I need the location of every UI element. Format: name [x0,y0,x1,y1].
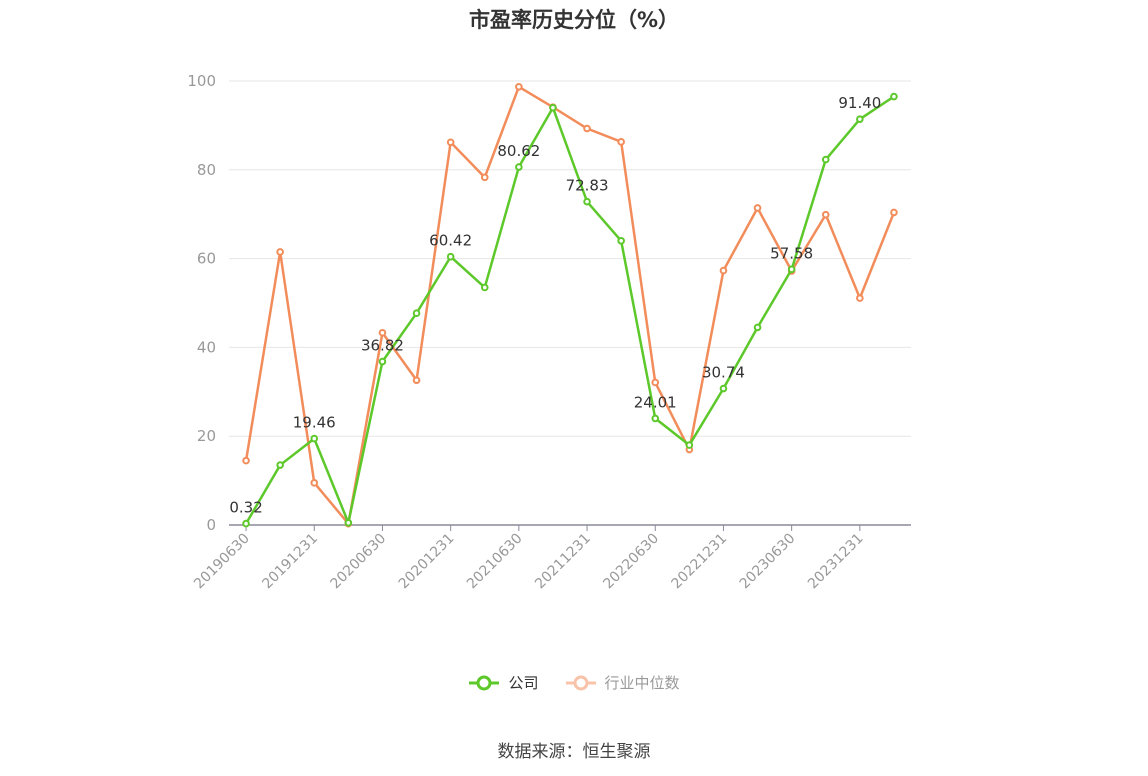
data-point-industry [617,138,625,146]
data-point-industry [651,378,660,387]
x-tick-label: 20191231 [259,531,321,593]
legend-item-industry[interactable]: 行业中位数 [565,672,680,693]
data-point-industry [480,173,489,182]
data-point-company [890,92,898,101]
data-label: 30.74 [702,364,745,382]
data-label: 80.62 [497,142,540,160]
y-tick-label: 60 [197,250,216,268]
industry-legend-icon [565,675,596,690]
data-point-company [378,357,387,366]
y-tick-label: 0 [206,516,216,534]
x-tick-label: 20201231 [396,531,458,593]
chart-title: 市盈率历史分位（%） [468,8,680,32]
data-point-company [821,155,830,164]
x-tick-label: 20190630 [191,531,253,593]
y-tick-label: 80 [197,161,216,179]
data-point-industry [856,294,864,302]
data-point-company [276,461,284,469]
data-point-industry [412,376,421,385]
x-tick-label: 20221231 [669,531,731,593]
y-tick-label: 100 [187,72,216,90]
source-note: 数据来源：恒生聚源 [497,742,651,762]
data-point-company [480,283,489,292]
data-point-industry [446,138,455,147]
data-point-company [719,384,728,393]
data-point-company [412,309,421,318]
data-label: 0.32 [229,499,262,517]
data-point-industry [890,208,898,217]
data-point-company [242,519,250,528]
x-tick-label: 20231231 [805,531,867,593]
data-point-company [310,434,319,443]
legend-label-company: 公司 [508,674,539,692]
data-point-industry [310,479,319,487]
company-legend-icon [469,675,500,690]
data-point-company [549,103,557,112]
data-point-industry [821,210,830,219]
data-point-company [787,265,796,274]
x-tick-label: 20200630 [328,531,390,593]
legend: 公司 行业中位数 [0,672,1148,693]
x-tick-label: 20220630 [600,531,662,593]
data-label: 19.46 [293,414,336,432]
series-line-company [244,95,895,525]
data-labels: 0.32 19.46 36.82 60.42 80.62 72.83 24.01 30.74 5… [229,94,881,516]
data-point-company [583,197,591,206]
grid-lines [229,80,911,437]
data-label: 72.83 [566,177,609,195]
axes: 0 20 40 60 80 100 20190630 20191231 20200630 2020… [187,72,911,592]
data-point-company [856,115,864,123]
data-label: 91.40 [838,94,881,112]
data-point-company [344,518,353,527]
data-label: 24.01 [634,393,677,411]
data-label: 57.58 [770,244,813,262]
data-point-company [753,323,762,332]
y-tick-label: 40 [197,338,216,356]
x-tick-label: 20211231 [532,531,594,593]
data-point-company [651,414,660,423]
data-point-industry [276,248,284,256]
data-label: 36.82 [361,337,404,355]
data-point-company [617,237,625,245]
data-point-company [515,163,523,171]
data-point-company [685,441,694,449]
data-label: 60.42 [429,232,472,250]
y-tick-label: 20 [197,427,216,445]
data-point-industry [242,456,250,465]
data-point-industry [719,266,728,275]
data-point-industry [515,82,523,91]
data-point-industry [378,328,387,337]
data-point-industry [753,204,762,212]
data-point-company [446,252,455,261]
data-point-industry [583,124,591,133]
legend-label-industry: 行业中位数 [604,674,680,692]
legend-item-company[interactable]: 公司 [468,672,539,693]
x-tick-label: 20210630 [464,531,526,593]
x-tick-label: 20230630 [737,531,799,593]
series [242,82,898,528]
